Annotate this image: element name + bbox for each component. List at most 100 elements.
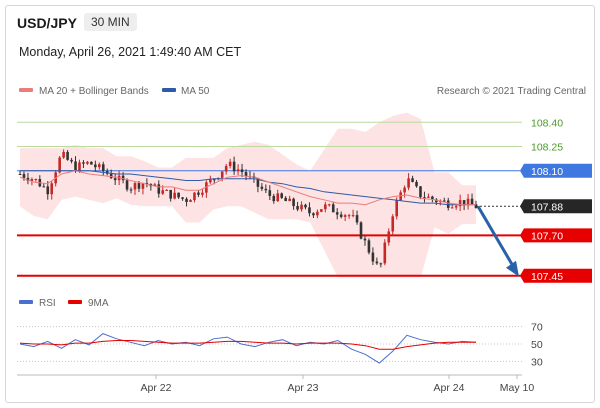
candle-body xyxy=(201,192,204,195)
candle-body xyxy=(177,192,180,198)
ma50-line xyxy=(20,170,476,206)
candle-body xyxy=(327,204,331,206)
candle-body xyxy=(105,171,109,174)
candle-body xyxy=(70,159,73,162)
candle-body xyxy=(363,238,367,241)
rsi-legend-swatch xyxy=(19,300,33,304)
candle-body xyxy=(197,192,200,195)
candle-body xyxy=(304,204,307,208)
ma20-legend-label: MA 20 + Bollinger Bands xyxy=(39,86,149,97)
candle-body xyxy=(244,172,248,177)
candle-body xyxy=(90,161,93,165)
candle-body xyxy=(351,215,355,217)
candle-body xyxy=(212,179,216,181)
candle-body xyxy=(86,161,89,164)
candle-body xyxy=(399,192,402,201)
moving-averages xyxy=(19,170,476,206)
candle-body xyxy=(474,204,478,209)
candle-body xyxy=(121,175,125,181)
candle-body xyxy=(232,161,236,172)
candle-body xyxy=(462,200,466,206)
candle-body xyxy=(292,198,295,207)
candle-body xyxy=(30,179,34,181)
candle-body xyxy=(125,180,129,190)
candle-body xyxy=(308,207,311,214)
candle-body xyxy=(185,198,188,202)
candle-body xyxy=(367,240,371,253)
candle-body xyxy=(157,184,161,194)
candle-body xyxy=(454,206,458,208)
candle-body xyxy=(240,169,244,173)
ma20-line xyxy=(19,170,476,206)
rsi-tick-label: 50 xyxy=(531,339,543,351)
candle-body xyxy=(403,187,406,193)
candle-body xyxy=(236,169,240,172)
candle-body xyxy=(411,178,414,182)
candle-body xyxy=(145,183,149,185)
candle-body xyxy=(66,151,69,160)
candle-body xyxy=(173,192,176,199)
candle-body xyxy=(272,195,276,202)
candle-body xyxy=(101,164,105,172)
candle-body xyxy=(296,206,299,210)
candle-body xyxy=(320,209,323,212)
candle-body xyxy=(22,174,26,178)
rsi-legend-label: RSI xyxy=(39,298,56,309)
candle-body xyxy=(264,188,268,191)
candle-body xyxy=(280,193,284,198)
candle-body xyxy=(94,164,97,168)
symbol-title: USD/JPY xyxy=(17,15,77,31)
candle-body xyxy=(371,252,375,262)
candle-body xyxy=(137,183,141,189)
candle-body xyxy=(450,207,454,209)
candle-body xyxy=(189,200,192,202)
candle-body xyxy=(133,183,137,190)
candle-body xyxy=(228,161,232,167)
level-tag-support-2 xyxy=(520,268,592,283)
x-tick-label: May 10 xyxy=(500,382,535,394)
candle-body xyxy=(50,183,54,195)
candle-body xyxy=(62,151,65,158)
forecast-arrow xyxy=(476,205,519,277)
candle-body xyxy=(256,178,260,187)
level-label-support-1: 107.70 xyxy=(531,230,563,242)
candle-body xyxy=(288,198,291,202)
rsi-tick-label: 30 xyxy=(531,356,543,368)
forecast-arrow-head xyxy=(506,260,519,277)
candle-body xyxy=(276,193,280,202)
candle-body xyxy=(260,186,264,189)
candle-body xyxy=(442,200,446,202)
x-tick-label: Apr 23 xyxy=(288,382,319,394)
candle-body xyxy=(193,192,196,201)
candle-body xyxy=(431,196,434,200)
price-levels: 108.40 108.25 108.10 107.88 107.70 107.45 xyxy=(17,117,592,283)
level-label-target-2: 108.40 xyxy=(531,117,563,129)
datetime-label: Monday, April 26, 2021 1:49:40 AM CET xyxy=(19,45,242,59)
candle-body xyxy=(339,214,343,217)
candle-body xyxy=(435,199,438,203)
candle-body xyxy=(343,215,347,217)
ma9-legend-label: 9MA xyxy=(88,298,109,309)
candle-body xyxy=(209,179,212,183)
timeframe-badge[interactable]: 30 MIN xyxy=(84,13,137,31)
candle-body xyxy=(58,157,61,173)
candle-body xyxy=(26,177,30,181)
candle-body xyxy=(220,171,224,178)
level-tag-last xyxy=(520,199,592,214)
candle-body xyxy=(395,200,398,217)
candle-body xyxy=(165,189,169,191)
candle-body xyxy=(331,204,335,213)
candle-body xyxy=(74,161,77,172)
level-label-pivot: 108.10 xyxy=(531,166,563,178)
x-tick-label: Apr 24 xyxy=(434,382,465,394)
x-axis: Apr 22 Apr 23 Apr 24 May 10 xyxy=(17,374,535,394)
candle-body xyxy=(335,212,339,215)
candle-body xyxy=(268,190,272,196)
rsi-ma9-line xyxy=(19,340,476,350)
candle-body xyxy=(34,178,38,180)
candle-body xyxy=(423,197,426,199)
candle-body xyxy=(316,211,319,216)
candle-body xyxy=(427,196,430,198)
copyright-label: Research © 2021 Trading Central xyxy=(437,86,586,97)
candle-body xyxy=(181,197,184,199)
